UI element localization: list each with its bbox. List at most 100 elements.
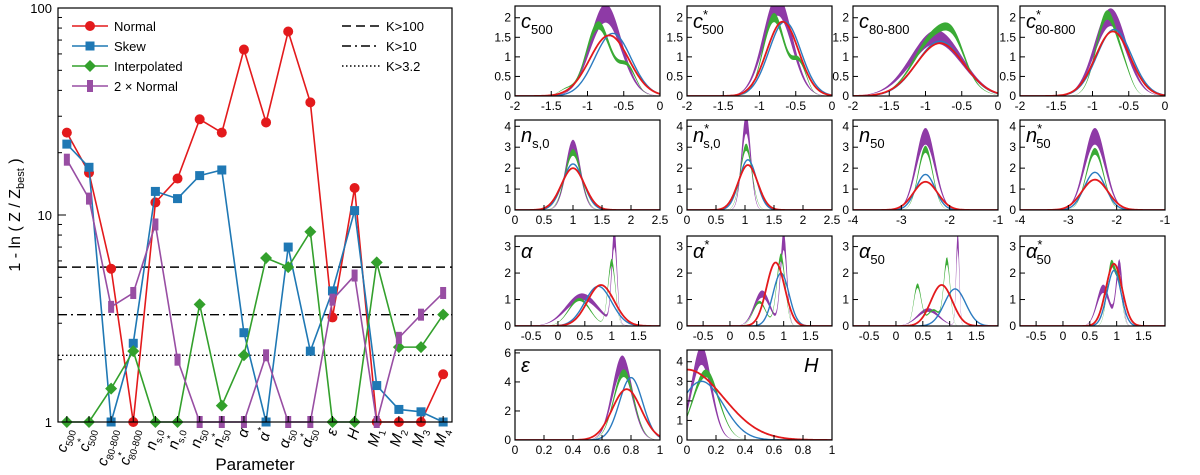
panel-ε: 0 0.2 0.4 0.6 0.8 1 0 2 4 6ε [504, 346, 663, 457]
panel-c*500: -2 -1.5 -1 -0.5 0 0 0.5 1 1.5 2 c* 500 [666, 5, 836, 113]
y-tick-label: 1 [1009, 293, 1016, 307]
y-tick-label: 3 [842, 240, 849, 254]
data-point [350, 206, 360, 216]
data-point [372, 381, 382, 391]
x-tick-label: -1 [993, 213, 1004, 227]
x-tick-label: H [344, 426, 363, 441]
x-tick-label: 0.4 [565, 443, 582, 457]
x-tick-label: n50 [187, 426, 212, 450]
y-tick-label: 1.5 [666, 30, 683, 44]
y-tick-label: 1 [676, 50, 683, 64]
x-tick-label: α [234, 426, 253, 439]
purple-band [515, 236, 660, 326]
data-point [194, 114, 205, 125]
x-tick-label: M4 [431, 426, 456, 449]
legend-marker [85, 41, 95, 51]
x-tick-label: -1.5 [879, 99, 900, 113]
purple-band [687, 350, 832, 440]
y-tick-label: 4 [842, 119, 849, 133]
purple-band [1020, 8, 1165, 96]
y-tick-label: 2 [504, 11, 511, 25]
y-tick-label: 0 [676, 433, 683, 447]
legend-label: K>100 [386, 19, 424, 34]
x-tick-label: 0.8 [623, 443, 640, 457]
y-tick-label: 4 [676, 119, 683, 133]
x-tick-label: 0.8 [795, 443, 812, 457]
y-tick-label: 3 [676, 140, 683, 154]
legend-label: Skew [114, 39, 146, 54]
x-tick-label: 0.6 [594, 443, 611, 457]
x-tick-label: 1 [742, 213, 749, 227]
data-point [85, 192, 92, 205]
data-point [215, 399, 228, 412]
x-tick-label: 0 [657, 99, 664, 113]
data-point [327, 286, 337, 296]
data-point [217, 165, 227, 175]
y-tick-label: 0 [504, 319, 511, 333]
y-tick-label: 1 [45, 415, 52, 430]
green-band [687, 369, 832, 440]
purple-band [687, 6, 832, 96]
x-tick-label: 0.5 [1081, 329, 1098, 343]
y-tick-label: 3 [842, 140, 849, 154]
red-curve [515, 167, 660, 210]
panel-c*80-800: -2 -1.5 -1 -0.5 0 0 0.5 1 1.5 2 c* 80-800 [999, 5, 1169, 113]
x-tick-label: 0.2 [536, 443, 553, 457]
x-tick-label: c*500 [74, 426, 102, 455]
x-tick-label: 1 [657, 443, 664, 457]
panel-title: ns,0 [521, 125, 549, 151]
blue-curve [853, 40, 998, 96]
data-point [238, 44, 249, 55]
y-tick-label: 0 [842, 203, 849, 217]
x-tick-label: -2 [682, 99, 693, 113]
green-band [515, 148, 660, 210]
data-point [150, 197, 161, 208]
data-point [263, 349, 270, 362]
y-tick-label: 0 [504, 433, 511, 447]
blue-curve [853, 288, 998, 326]
panel-title: n* 50 [1026, 121, 1051, 151]
y-tick-label: 0 [842, 89, 849, 103]
x-tick-label: -4 [1015, 213, 1026, 227]
y-tick-label: 1 [676, 293, 683, 307]
x-tick-label: 0.5 [536, 213, 553, 227]
y-tick-label: 10 [38, 208, 52, 223]
panel-frame [686, 349, 833, 441]
x-tick-label: 0 [555, 329, 562, 343]
panel-c500: -2 -1.5 -1 -0.5 0 0 0.5 1 1.5 2 c500 [494, 5, 664, 113]
x-tick-label: 1.5 [630, 329, 647, 343]
y-tick-label: 0.5 [999, 69, 1016, 83]
panel-title: α* 50 [1026, 237, 1051, 267]
x-tick-label: 0.2 [708, 443, 725, 457]
x-tick-label: -2 [1111, 213, 1122, 227]
x-tick-label: -2 [944, 213, 955, 227]
y-tick-label: 1.5 [832, 30, 849, 44]
x-tick-label: 2.5 [824, 213, 841, 227]
x-tick-label: -3 [896, 213, 907, 227]
panel-frame [852, 235, 999, 327]
red-curve [687, 368, 832, 440]
x-tick-label: ns,0 [142, 426, 167, 452]
x-tick-label: n*50 [208, 426, 234, 450]
green-band [687, 253, 832, 326]
x-tick-label: -0.5 [1118, 99, 1139, 113]
y-tick-label: 1.5 [494, 30, 511, 44]
data-point [351, 269, 358, 282]
data-point [108, 300, 115, 313]
y-tick-label: 3 [676, 374, 683, 388]
y-tick-label: 1 [1009, 50, 1016, 64]
purple-band [1020, 127, 1165, 210]
x-tick-label: 0 [512, 443, 519, 457]
y-tick-label: 2 [842, 266, 849, 280]
y-tick-label: 3 [676, 240, 683, 254]
series-line [66, 143, 444, 423]
y-tick-label: 4 [1009, 119, 1016, 133]
data-point [61, 127, 72, 138]
x-tick-label: 0 [727, 329, 734, 343]
x-tick-label: 1 [570, 213, 577, 227]
y-tick-label: 1 [676, 413, 683, 427]
green-band [687, 143, 832, 210]
panel-α*: -0.5 0 0.5 1 1.5 0 1 2 3 α* [676, 235, 833, 343]
legend-label: K>10 [386, 39, 417, 54]
y-tick-label: 4 [504, 119, 511, 133]
